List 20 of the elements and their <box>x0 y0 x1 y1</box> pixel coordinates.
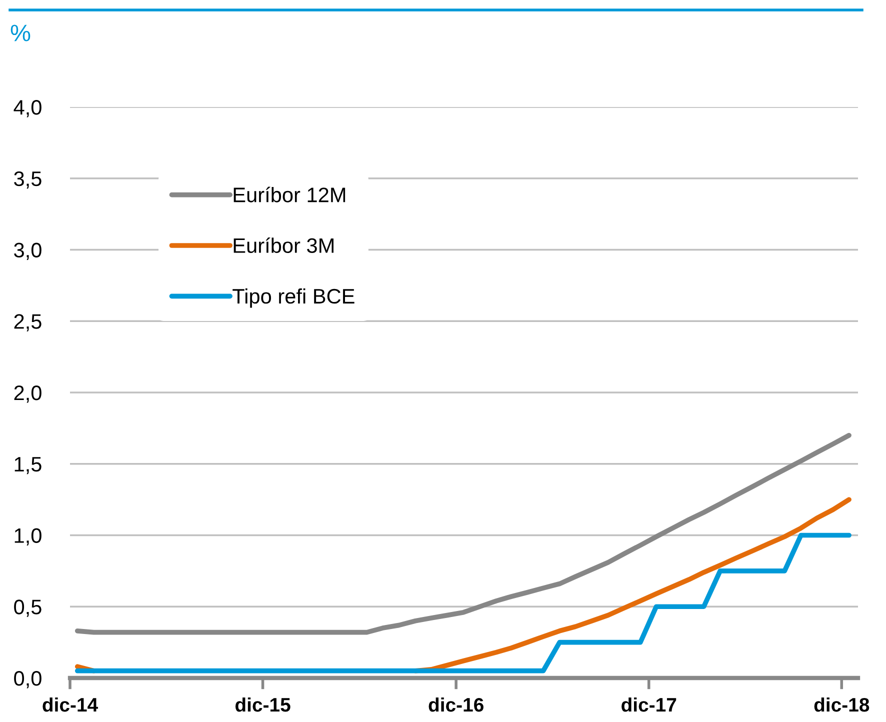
y-tick-label: 2,0 <box>14 386 42 403</box>
legend-label: Euríbor 3M <box>234 237 334 253</box>
y-tick-label: 3,0 <box>14 242 42 260</box>
legend-label: Tipo refi BCE <box>232 288 354 308</box>
y-tick-label: 4,0 <box>14 100 42 118</box>
line-series <box>74 532 852 674</box>
x-tick-label: dic-16 <box>428 697 484 712</box>
y-tick-label: 0,0 <box>14 671 42 688</box>
y-tick-label: 2,5 <box>14 314 42 332</box>
y-tick-label: 0,5 <box>14 600 42 617</box>
legend-label: Euríbor 12M <box>234 186 346 202</box>
x-tick-label: dic-18 <box>814 697 870 712</box>
x-tick-label: dic-15 <box>235 697 290 712</box>
y-tick-label: 1,5 <box>14 457 42 474</box>
x-tick-label: dic-17 <box>622 697 676 712</box>
line-series <box>74 432 852 635</box>
y-tick-label: 3,5 <box>14 171 42 189</box>
y-tick-label: 1,0 <box>14 528 42 546</box>
x-tick-label: dic-14 <box>42 697 98 712</box>
chart-title: % <box>10 24 30 42</box>
